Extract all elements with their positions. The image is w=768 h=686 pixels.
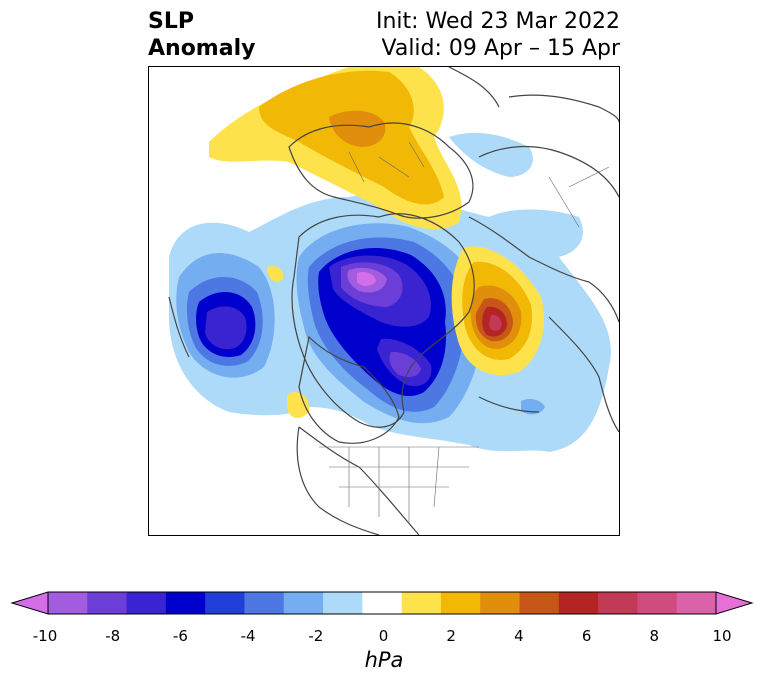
title-anomaly: Anomaly <box>148 36 256 61</box>
colorbar-segment <box>244 592 285 614</box>
colorbar-arrow-right <box>715 591 754 615</box>
colorbar <box>10 591 754 615</box>
colorbar-segment <box>480 592 521 614</box>
map-svg <box>168 67 619 535</box>
colorbar-segment <box>323 592 363 614</box>
colorbar-tick-label: -6 <box>172 627 188 645</box>
colorbar-segment <box>440 592 481 614</box>
colorbar-tick-label: -2 <box>308 627 324 645</box>
anomaly-map <box>148 66 620 536</box>
chart-dates: Init: Wed 23 Mar 2022 Valid: 09 Apr – 15… <box>376 8 620 62</box>
colorbar-tick-label: 0 <box>378 627 389 645</box>
colorbar-segment <box>205 592 245 614</box>
anomaly-fill-rose <box>489 314 502 331</box>
colorbar-tick-label: -8 <box>105 627 121 645</box>
colorbar-tick-label: 8 <box>649 627 660 645</box>
init-date: Init: Wed 23 Mar 2022 <box>375 9 620 34</box>
colorbar-tick-label: 10 <box>712 627 732 645</box>
colorbar-segment <box>598 592 638 614</box>
colorbar-tick-label: 2 <box>446 627 456 645</box>
chart-title: SLP Anomaly <box>148 8 255 62</box>
colorbar-segment <box>637 592 678 614</box>
anomaly-fill-magenta <box>357 271 376 287</box>
colorbar-segment <box>48 592 88 614</box>
colorbar-tick-label: -4 <box>240 627 256 645</box>
colorbar-frame <box>47 591 717 615</box>
colorbar-segment <box>401 592 442 614</box>
colorbar-segment <box>165 592 206 614</box>
valid-range: Valid: 09 Apr – 15 Apr <box>381 36 621 61</box>
colorbar-segment <box>362 592 403 614</box>
colorbar-tick-label: -10 <box>32 627 58 645</box>
colorbar-segment <box>676 592 717 614</box>
colorbar-segment <box>126 592 167 614</box>
colorbar-segment <box>519 592 560 614</box>
colorbar-arrow-left <box>10 591 49 615</box>
colorbar-tick-label: 4 <box>514 627 524 645</box>
title-slp: SLP <box>148 9 194 34</box>
colorbar-segment <box>558 592 599 614</box>
colorbar-tick-label: 6 <box>581 627 592 645</box>
colorbar-unit: hPa <box>364 648 404 672</box>
political-borders <box>319 141 610 522</box>
colorbar-segment <box>87 592 128 614</box>
colorbar-segment <box>283 592 324 614</box>
